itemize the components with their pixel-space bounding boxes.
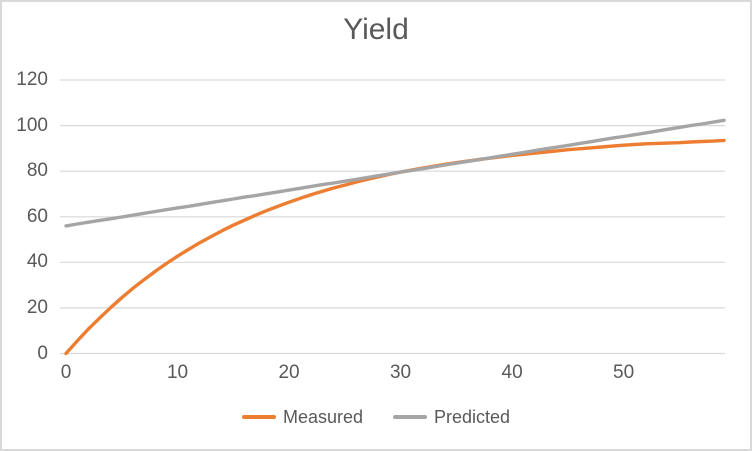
- y-axis-tick-label: 0: [37, 342, 48, 364]
- y-axis-tick-label: 40: [26, 251, 48, 273]
- legend-swatch-predicted: [393, 415, 427, 419]
- x-axis-tick-label: 10: [166, 362, 189, 383]
- x-axis-tick-label: 50: [613, 362, 635, 383]
- y-axis-tick-label: 100: [16, 114, 48, 136]
- y-axis-tick-label: 120: [16, 69, 48, 90]
- y-axis-tick-label: 60: [26, 205, 48, 227]
- legend-label-predicted: Predicted: [434, 406, 511, 427]
- y-axis-tick-label: 80: [26, 160, 48, 182]
- x-axis-tick-label: 30: [389, 362, 412, 383]
- x-axis-tick-label: 0: [60, 362, 72, 383]
- x-axis-tick-label: 20: [278, 362, 300, 383]
- legend-label-measured: Measured: [282, 406, 363, 427]
- legend-swatch-measured: [241, 415, 276, 419]
- series-line-predicted: [64, 118, 726, 228]
- y-axis-tick-label: 20: [26, 296, 48, 318]
- chart-title: Yield: [343, 13, 409, 46]
- x-axis-tick-label: 40: [501, 362, 523, 383]
- legend: Measured Predicted: [2, 404, 750, 430]
